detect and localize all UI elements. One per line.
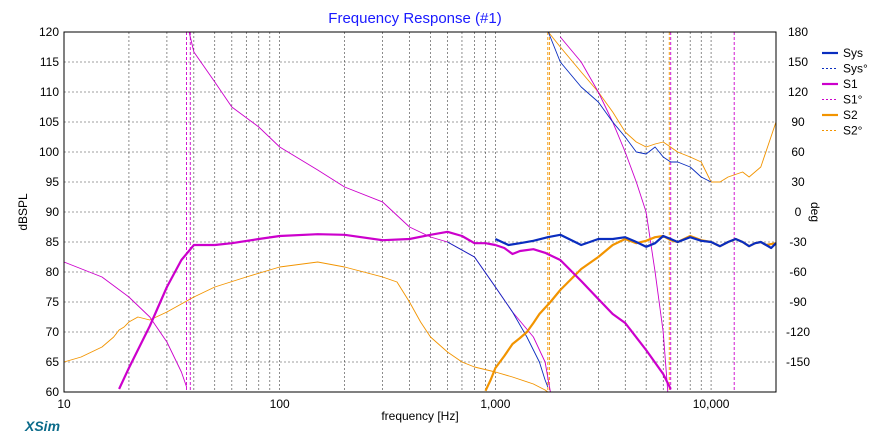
y-tick-label: 115	[40, 55, 59, 69]
series-line-sys-phase	[447, 241, 549, 388]
series-line-s1-phase	[188, 31, 551, 393]
grid	[63, 32, 777, 392]
series-line-s2-phase	[63, 261, 549, 393]
y2-axis-ticks: 180 150 120 90 60 30 0 -30 -60 -90 -120 -150	[786, 25, 810, 369]
legend-label: S1	[843, 77, 858, 91]
y-tick-label: 65	[46, 355, 60, 369]
x-tick-label: 1,000	[480, 397, 510, 411]
x-axis-ticks: 10 100 1,000 10,000	[57, 397, 729, 411]
x-tick-label: 100	[270, 397, 290, 411]
y-tick-label: 95	[46, 175, 60, 189]
series-line-s1-phase	[63, 261, 188, 388]
phase-wrap-lines	[186, 32, 735, 392]
x-tick-label: 10,000	[693, 397, 730, 411]
y2-tick-label: -120	[786, 325, 810, 339]
y-tick-label: 110	[40, 85, 59, 99]
y2-tick-label: -60	[789, 265, 807, 279]
series-line-s1	[118, 230, 672, 390]
y-tick-label: 85	[46, 235, 60, 249]
chart-title: Frequency Response (#1)	[328, 10, 501, 27]
y2-tick-label: 0	[795, 205, 802, 219]
series-line-s2-phase	[547, 31, 777, 183]
y2-axis-label: deg	[808, 202, 822, 222]
y2-tick-label: 180	[788, 25, 808, 39]
y2-tick-label: -30	[789, 235, 807, 249]
legend: Sys Sys°S1 S1°S2 S2°	[822, 46, 868, 138]
y2-tick-label: 60	[791, 145, 805, 159]
series-line-sys-phase	[547, 31, 712, 183]
y-tick-label: 100	[39, 145, 59, 159]
y-tick-label: 105	[39, 115, 59, 129]
y2-tick-label: -90	[789, 295, 807, 309]
x-tick-label: 10	[57, 397, 71, 411]
legend-label: S2°	[843, 124, 863, 138]
legend-label: S2	[843, 108, 858, 122]
x-axis-label: frequency [Hz]	[381, 409, 458, 423]
y-axis-ticks: 120 115 110 105 100 95 90 85 80 75 70 65 60	[39, 25, 59, 399]
y2-tick-label: 120	[788, 85, 808, 99]
y-tick-label: 75	[46, 295, 60, 309]
y2-tick-label: 150	[788, 55, 808, 69]
series-line-s1-phase	[559, 36, 669, 393]
y-tick-label: 60	[46, 385, 60, 399]
plot-frame	[63, 31, 777, 393]
plot-area	[63, 31, 777, 393]
y-tick-label: 70	[46, 325, 60, 339]
legend-label: Sys°	[843, 62, 868, 76]
y2-tick-label: 90	[791, 115, 805, 129]
xsim-brand: XSim	[24, 418, 60, 434]
y2-tick-label: -150	[786, 355, 810, 369]
series-line-sys	[494, 233, 777, 250]
y2-tick-label: 30	[791, 175, 805, 189]
y-tick-label: 80	[46, 265, 60, 279]
series-lines	[63, 31, 777, 393]
y-tick-label: 120	[39, 25, 59, 39]
y-tick-label: 90	[46, 205, 60, 219]
y-axis-label: dBSPL	[16, 193, 30, 231]
legend-label: Sys	[843, 46, 863, 60]
legend-label: S1°	[843, 93, 863, 107]
